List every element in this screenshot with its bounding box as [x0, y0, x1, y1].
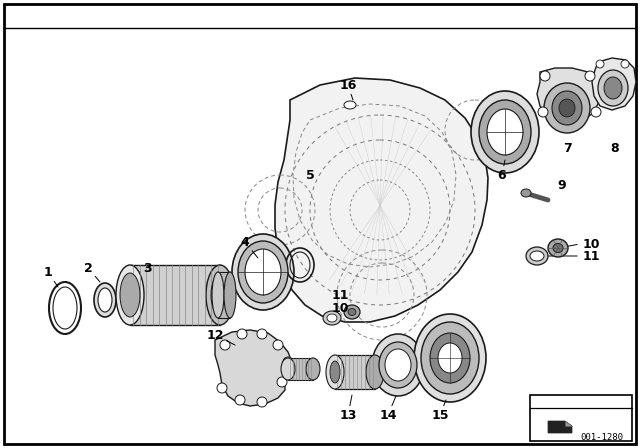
Ellipse shape	[487, 109, 523, 155]
Ellipse shape	[379, 342, 417, 388]
Circle shape	[237, 329, 247, 339]
Ellipse shape	[430, 333, 470, 383]
Ellipse shape	[224, 272, 236, 318]
Polygon shape	[537, 68, 600, 124]
Ellipse shape	[552, 91, 582, 125]
Polygon shape	[215, 330, 292, 406]
Ellipse shape	[438, 343, 462, 373]
Ellipse shape	[372, 334, 424, 396]
Text: 13: 13	[339, 395, 356, 422]
Ellipse shape	[94, 283, 116, 317]
Text: 12: 12	[206, 328, 235, 345]
Text: 1: 1	[44, 266, 58, 287]
Text: 3: 3	[144, 262, 152, 275]
Ellipse shape	[598, 70, 628, 106]
Ellipse shape	[479, 100, 531, 164]
Ellipse shape	[238, 241, 288, 303]
Ellipse shape	[530, 251, 544, 261]
Ellipse shape	[326, 355, 344, 389]
Ellipse shape	[327, 314, 337, 322]
Ellipse shape	[306, 358, 320, 380]
Text: 2: 2	[84, 262, 100, 282]
Polygon shape	[275, 78, 488, 322]
Ellipse shape	[526, 247, 548, 265]
Ellipse shape	[281, 358, 295, 380]
Circle shape	[591, 107, 601, 117]
Ellipse shape	[344, 101, 356, 109]
Ellipse shape	[385, 349, 411, 381]
Ellipse shape	[471, 91, 539, 173]
Circle shape	[277, 377, 287, 387]
Text: 10: 10	[583, 237, 600, 250]
Ellipse shape	[559, 99, 575, 117]
Text: 9: 9	[557, 178, 566, 191]
Text: 6: 6	[498, 160, 506, 181]
Bar	[288, 358, 313, 380]
Ellipse shape	[245, 249, 281, 295]
Ellipse shape	[348, 309, 356, 315]
Bar	[530, 395, 632, 441]
Ellipse shape	[212, 272, 224, 318]
Text: 4: 4	[241, 236, 258, 258]
Circle shape	[538, 107, 548, 117]
Ellipse shape	[414, 314, 486, 402]
Ellipse shape	[604, 77, 622, 99]
Circle shape	[585, 71, 595, 81]
Text: 7: 7	[564, 142, 572, 155]
Ellipse shape	[206, 265, 234, 325]
Ellipse shape	[366, 355, 384, 389]
Ellipse shape	[232, 234, 294, 310]
Circle shape	[540, 71, 550, 81]
Text: 16: 16	[339, 78, 356, 100]
Circle shape	[273, 340, 283, 350]
Polygon shape	[592, 58, 636, 110]
Circle shape	[235, 395, 245, 405]
Ellipse shape	[553, 244, 563, 253]
Ellipse shape	[116, 265, 144, 325]
Circle shape	[217, 383, 227, 393]
Ellipse shape	[120, 273, 140, 317]
Ellipse shape	[421, 322, 479, 394]
Circle shape	[257, 329, 267, 339]
Ellipse shape	[323, 311, 341, 325]
Text: 11: 11	[332, 289, 349, 302]
Ellipse shape	[211, 275, 229, 315]
Circle shape	[621, 60, 629, 68]
Ellipse shape	[548, 239, 568, 257]
Circle shape	[283, 357, 293, 367]
Text: 15: 15	[431, 400, 449, 422]
Text: 001-1280: 001-1280	[580, 432, 623, 441]
Text: 10: 10	[332, 302, 349, 314]
Text: 8: 8	[611, 142, 620, 155]
Text: 14: 14	[380, 396, 397, 422]
Bar	[335, 355, 375, 389]
Ellipse shape	[330, 361, 340, 383]
Polygon shape	[548, 421, 572, 433]
Bar	[218, 272, 230, 318]
Ellipse shape	[544, 83, 590, 133]
Ellipse shape	[98, 288, 112, 312]
Polygon shape	[565, 421, 572, 426]
Circle shape	[596, 60, 604, 68]
Ellipse shape	[521, 189, 531, 197]
Circle shape	[220, 340, 230, 350]
Ellipse shape	[344, 305, 360, 319]
Ellipse shape	[216, 286, 224, 304]
Bar	[130, 265, 220, 325]
Circle shape	[257, 397, 267, 407]
Text: 11: 11	[583, 250, 600, 263]
Text: 5: 5	[306, 168, 314, 181]
